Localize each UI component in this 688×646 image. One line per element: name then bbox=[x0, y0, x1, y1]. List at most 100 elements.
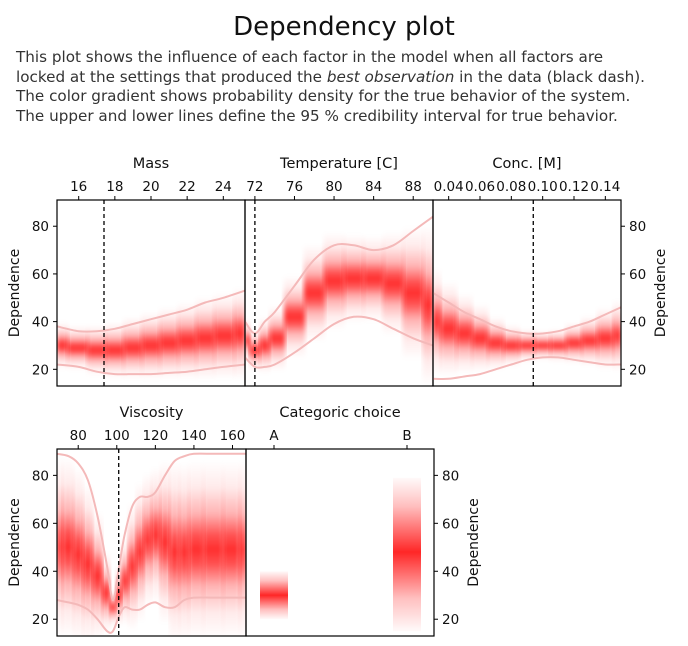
y-tick-label: 40 bbox=[442, 564, 459, 580]
density-column bbox=[269, 305, 286, 371]
x-tick-label: 16 bbox=[70, 179, 87, 195]
density-column bbox=[87, 325, 107, 376]
density-column bbox=[323, 232, 345, 330]
x-tick-label: 120 bbox=[142, 428, 168, 444]
y-tick-label: 40 bbox=[629, 315, 646, 331]
density-column bbox=[101, 552, 111, 633]
x-tick-label: 0.04 bbox=[434, 179, 464, 195]
description-line-1: This plot shows the influence of each fa… bbox=[16, 48, 604, 66]
density-column bbox=[169, 461, 180, 636]
subplot-5: A B 20 40 60 80 Dependence Categoric choice bbox=[245, 405, 482, 637]
x-tick-label: 76 bbox=[286, 179, 303, 195]
upper-credibility-line bbox=[57, 452, 246, 602]
density-column bbox=[222, 460, 240, 636]
density-column bbox=[188, 460, 205, 636]
x-tick-label: 18 bbox=[106, 179, 123, 195]
description-line-2-end: in the data (black dash). bbox=[454, 67, 645, 86]
x-tick-label: 0.12 bbox=[559, 179, 589, 195]
density-column bbox=[141, 311, 161, 380]
density-column bbox=[565, 322, 583, 364]
density-column bbox=[518, 329, 536, 362]
plot-area bbox=[245, 200, 433, 386]
density-column bbox=[123, 316, 143, 379]
density-column bbox=[440, 281, 458, 377]
subplot-3: 0.04 0.06 0.08 0.10 0.12 0.14 20 40 60 80 Dependen… bbox=[432, 156, 669, 387]
x-tick-label: 140 bbox=[181, 428, 207, 444]
plot-area bbox=[433, 200, 621, 386]
x-tick-label: 22 bbox=[179, 179, 196, 195]
axes-frame bbox=[432, 199, 622, 387]
plot-area bbox=[57, 200, 245, 386]
density-column bbox=[502, 324, 520, 367]
density-column bbox=[67, 325, 89, 371]
lower-credibility-line bbox=[57, 363, 245, 376]
density-column bbox=[487, 316, 505, 370]
category-density-bar bbox=[393, 477, 421, 632]
density-column bbox=[455, 293, 473, 374]
density-column bbox=[581, 315, 599, 366]
x-tick-label: 80 bbox=[70, 428, 87, 444]
density-column bbox=[159, 306, 179, 380]
density-column bbox=[57, 456, 64, 636]
density-column bbox=[402, 226, 424, 360]
density-column bbox=[233, 287, 245, 380]
density-column bbox=[612, 300, 621, 372]
subplot-title: Conc. [M] bbox=[492, 156, 561, 172]
upper-credibility-line bbox=[245, 215, 433, 335]
axes-frame bbox=[245, 448, 435, 637]
x-tick-label: B bbox=[402, 428, 411, 444]
density-column bbox=[195, 296, 215, 380]
density-column bbox=[82, 483, 94, 636]
density-column bbox=[159, 460, 171, 625]
density-column bbox=[596, 307, 614, 370]
density-column bbox=[203, 460, 224, 636]
subplot-title: Temperature [C] bbox=[279, 156, 398, 172]
y-axis-label: Dependence bbox=[7, 498, 23, 586]
category-density-bar bbox=[260, 571, 288, 620]
density-column bbox=[284, 275, 305, 359]
description-best-observation: best observation bbox=[326, 67, 455, 86]
y-axis-label: Dependence bbox=[466, 498, 482, 586]
y-tick-label: 40 bbox=[32, 564, 49, 580]
density-column bbox=[363, 235, 385, 322]
y-tick-label: 60 bbox=[32, 516, 49, 532]
x-tick-label: 100 bbox=[104, 428, 130, 444]
y-tick-label: 80 bbox=[629, 219, 646, 235]
x-tick-label: 20 bbox=[142, 179, 159, 195]
x-tick-label: A bbox=[269, 428, 279, 444]
lower-credibility-line bbox=[57, 596, 246, 634]
density-column bbox=[121, 536, 129, 626]
x-tick-label: 88 bbox=[405, 179, 422, 195]
description-line-2: locked at the settings that produced the… bbox=[16, 68, 681, 88]
y-tick-label: 20 bbox=[32, 612, 49, 628]
upper-credibility-line bbox=[433, 292, 621, 335]
density-column bbox=[57, 321, 69, 370]
density-column bbox=[109, 587, 117, 627]
subplot-2: 72 76 80 84 88 Temperature [C] bbox=[244, 156, 434, 387]
x-tick-label: 0.06 bbox=[465, 179, 495, 195]
density-column bbox=[62, 456, 74, 636]
density-column bbox=[259, 317, 271, 374]
y-tick-label: 20 bbox=[442, 612, 459, 628]
subplot-1: 16 18 20 22 24 20 40 60 80 Dependence Mass bbox=[7, 156, 246, 387]
density-column bbox=[382, 231, 404, 336]
density-column bbox=[549, 329, 567, 362]
density-column bbox=[178, 462, 190, 636]
density-column bbox=[105, 322, 125, 379]
density-column bbox=[422, 225, 433, 385]
subplot-title: Mass bbox=[133, 156, 170, 172]
subplot-title: Viscosity bbox=[120, 405, 184, 421]
upper-credibility-line bbox=[57, 289, 245, 333]
x-tick-label: 80 bbox=[325, 179, 342, 195]
plot-area bbox=[260, 477, 421, 632]
y-tick-label: 80 bbox=[32, 219, 49, 235]
density-column bbox=[127, 502, 137, 631]
x-tick-label: 0.10 bbox=[528, 179, 558, 195]
density-column bbox=[177, 302, 197, 380]
x-tick-label: 24 bbox=[215, 179, 232, 195]
y-tick-label: 80 bbox=[442, 468, 459, 484]
density-column bbox=[150, 466, 161, 604]
y-axis-label: Dependence bbox=[653, 249, 669, 337]
y-tick-label: 80 bbox=[32, 468, 49, 484]
density-column bbox=[471, 304, 489, 373]
